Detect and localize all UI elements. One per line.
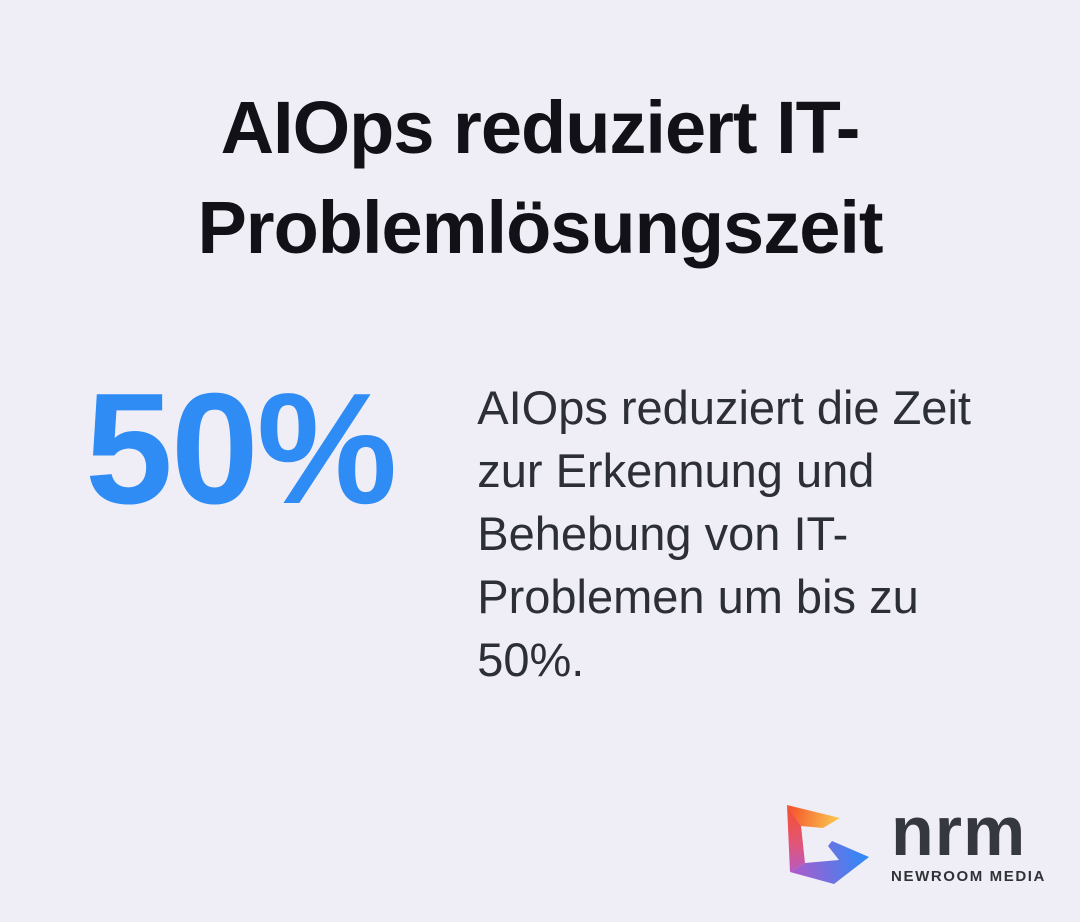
- logo-icon-left-stroke: [787, 805, 806, 872]
- stat-description: AIOps reduziert die Zeit zur Erkennung u…: [477, 381, 971, 686]
- logo-icon-top-stroke: [787, 805, 841, 828]
- page-title: AIOps reduziert IT- Problemlösungszeit: [197, 86, 883, 269]
- stat-row: 50% AIOps reduziert die Zeit zur Erkennu…: [0, 370, 1080, 691]
- logo: nrm NEWROOM MEDIA: [783, 791, 1046, 888]
- newroom-media-logo-icon: [787, 805, 870, 884]
- logo-text: nrm NEWROOM MEDIA: [891, 791, 1046, 886]
- logo-wordmark: nrm: [891, 791, 1027, 870]
- stat-value: 50%: [85, 361, 397, 537]
- logo-subtitle: NEWROOM MEDIA: [891, 868, 1046, 886]
- logo-icon-bottom-arrow-stroke: [790, 841, 870, 884]
